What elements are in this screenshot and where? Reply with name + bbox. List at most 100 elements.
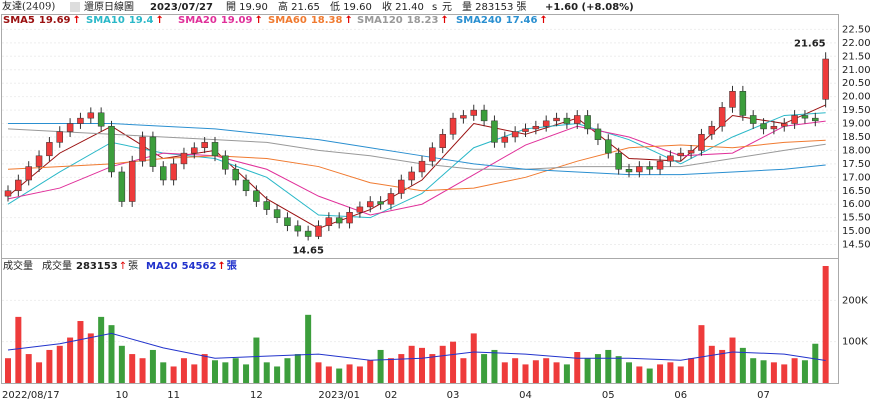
- volume-bar: [170, 366, 177, 383]
- candle-body: [501, 136, 509, 143]
- volume-ma-legend: MA20 54562↑張: [146, 260, 238, 272]
- volume-bar: [118, 345, 125, 383]
- y-tick-label: 18.50: [842, 132, 871, 143]
- y-tick-label: 18.00: [842, 145, 871, 156]
- legend-entry: SMA10 19.4 ↑: [86, 15, 164, 26]
- candle-body: [77, 117, 84, 124]
- volume-bar: [491, 349, 498, 383]
- icon: [70, 2, 80, 12]
- y-tick-label: 20.00: [842, 92, 871, 103]
- legend-entry: SMA5 19.69 ↑: [3, 15, 81, 26]
- candle-body: [191, 147, 198, 154]
- candle-body: [294, 225, 302, 232]
- volume-bar: [398, 354, 405, 383]
- volume-bar: [636, 366, 643, 383]
- candle-body: [242, 179, 250, 192]
- volume-bar: [667, 362, 674, 383]
- legend-name: SMA10: [86, 15, 125, 26]
- x-tick-label: 12: [250, 390, 263, 401]
- legend-name: SMA240: [456, 15, 502, 26]
- volume: 量 283153 張: [462, 1, 527, 13]
- y-tick-label: 21.50: [842, 51, 871, 62]
- volume-legend-part: ↑: [119, 261, 127, 272]
- candle-body: [4, 190, 12, 197]
- volume-bar: [698, 325, 705, 383]
- candle-body: [439, 134, 446, 148]
- candle-body: [677, 152, 684, 157]
- candle-body: [418, 160, 426, 173]
- volume-bar: [429, 354, 436, 383]
- volume-legend-part: 283153: [76, 261, 118, 272]
- y-tick-label: 19.50: [842, 105, 871, 116]
- candle-body: [667, 155, 674, 162]
- volume-bar: [708, 345, 715, 383]
- volume-bar: [274, 366, 281, 383]
- volume-bar: [522, 364, 529, 383]
- volume-bar: [626, 362, 632, 383]
- volume-bar: [812, 343, 819, 383]
- candle-body: [718, 107, 726, 127]
- volume-bar: [801, 360, 808, 383]
- y-tick-label: 22.00: [842, 38, 871, 49]
- legend-value: 19.09: [221, 15, 253, 26]
- volume-bar: [781, 364, 788, 383]
- stock-name: 友達(2409): [2, 0, 55, 13]
- date: 2023/07/27: [150, 2, 213, 13]
- close: 收 21.40: [382, 0, 424, 13]
- volume-bar: [315, 362, 322, 383]
- candle-body: [605, 139, 612, 154]
- volume-bar: [739, 347, 746, 383]
- ma-line: [7, 120, 826, 216]
- candle-body: [232, 169, 239, 181]
- volume-bar: [180, 358, 187, 383]
- candle-body: [470, 109, 477, 116]
- volume-bar: [750, 358, 757, 383]
- volume-bar: [139, 358, 146, 383]
- low: 低 19.60: [330, 0, 372, 13]
- legend-name: SMA60: [268, 15, 307, 26]
- candle-body: [615, 152, 622, 170]
- y-tick-label: 17.50: [842, 159, 871, 170]
- candle-body: [781, 123, 788, 127]
- legend-trend: ↑: [156, 15, 164, 26]
- candle-body: [646, 166, 653, 170]
- candle-body: [594, 128, 602, 140]
- candle-body: [346, 212, 353, 224]
- volume-bar: [356, 366, 363, 383]
- candle-body: [801, 115, 809, 119]
- candle-body: [812, 117, 819, 122]
- candle-body: [66, 123, 74, 132]
- candle-body: [729, 91, 736, 108]
- volume-bar: [294, 354, 301, 383]
- volume-bar: [760, 360, 767, 383]
- candle-body: [460, 115, 467, 119]
- candle-body: [760, 123, 767, 130]
- candle-body: [35, 155, 43, 167]
- volume-bar: [46, 349, 53, 383]
- volume-bar: [77, 321, 84, 383]
- candle-body: [377, 201, 384, 205]
- y-tick-label: 21.00: [842, 65, 871, 76]
- x-tick-label: 02: [385, 390, 398, 401]
- candle-body: [656, 160, 664, 170]
- legend-entry: SMA20 19.09 ↑: [178, 15, 263, 26]
- volume-bar: [160, 362, 167, 383]
- volume-bar: [108, 325, 115, 383]
- y-tick-label: 15.50: [842, 213, 871, 224]
- candle-body: [770, 125, 778, 130]
- candle-body: [553, 117, 560, 122]
- y-tick-label: 19.00: [842, 119, 871, 130]
- candle-body: [263, 201, 270, 210]
- candle-body: [749, 115, 757, 124]
- volume-bar: [822, 265, 829, 383]
- volume-bar: [36, 362, 43, 383]
- x-tick-label: 03: [447, 390, 460, 401]
- candle-body: [335, 217, 343, 224]
- volume-bar: [646, 368, 653, 383]
- volume-bar: [719, 349, 726, 383]
- volume-bar: [543, 358, 550, 383]
- high-annotation: 21.65: [794, 38, 826, 49]
- candle-body: [625, 169, 633, 173]
- volume-legend: 成交量 283153↑張: [42, 259, 138, 272]
- candle-body: [563, 117, 571, 124]
